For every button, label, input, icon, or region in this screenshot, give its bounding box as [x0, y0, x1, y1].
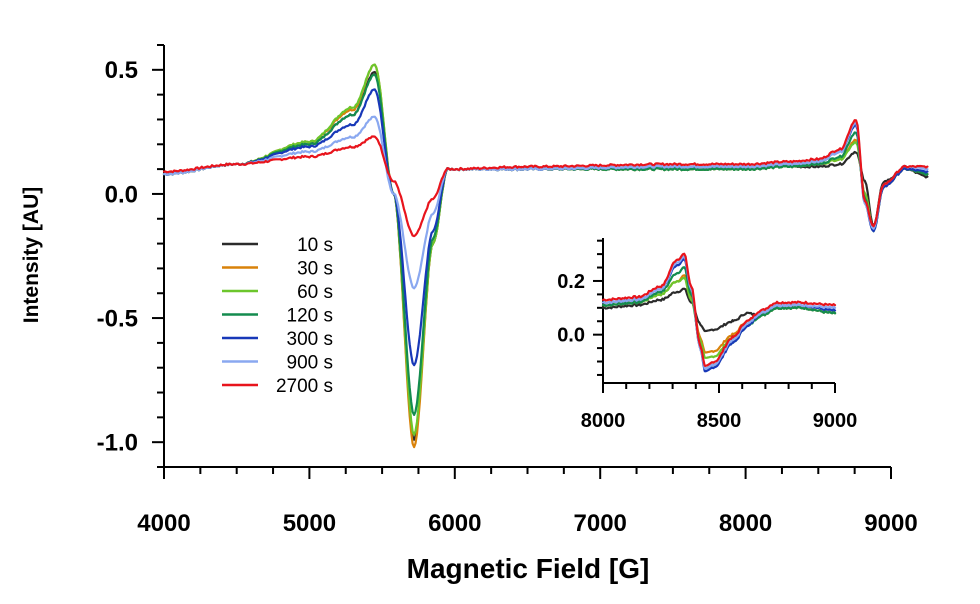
series-line-120s [162, 73, 929, 416]
x-tick-label: 7000 [574, 510, 627, 537]
y-tick-label: 0.0 [557, 325, 585, 347]
x-tick-label: 9000 [864, 510, 917, 537]
series-line-2700s [601, 252, 837, 367]
series-line-300s [162, 88, 929, 367]
x-tick-label: 5000 [283, 510, 336, 537]
legend-label: 10 s [297, 235, 333, 256]
legend-label: 300 s [287, 329, 333, 350]
x-tick-label: 4000 [137, 510, 190, 537]
legend-label: 30 s [297, 259, 333, 280]
y-tick-label: 0.2 [557, 271, 585, 293]
y-tick-label: 0.0 [105, 181, 138, 208]
x-tick-label: 8000 [581, 410, 626, 432]
series-line-10s [601, 287, 837, 333]
series-line-900s [162, 115, 929, 290]
legend-label: 120 s [287, 306, 333, 327]
legend-label: 900 s [287, 353, 333, 374]
y-axis-label: Intensity [AU] [20, 187, 43, 324]
legend-label: 60 s [297, 282, 333, 303]
series-line-60s [601, 276, 837, 359]
y-tick-label: -1.0 [97, 430, 138, 457]
y-tick-label: 0.5 [105, 57, 138, 84]
inset-plot: 8000 8500 9000 0.2 0.0 [557, 238, 857, 432]
x-tick-label: 8000 [719, 510, 772, 537]
legend-label: 2700 s [276, 376, 333, 397]
main-plot: 4000 5000 6000 7000 8000 9000 0.5 0.0 -0.5 -1.0 [97, 44, 929, 537]
series-line-30s [601, 274, 837, 354]
y-tick-label: -0.5 [97, 305, 138, 332]
series-line-900s [601, 255, 837, 370]
x-tick-label: 6000 [428, 510, 481, 537]
x-tick-label: 8500 [697, 410, 742, 432]
x-axis-label: Magnetic Field [G] [407, 553, 650, 584]
x-tick-label: 9000 [813, 410, 858, 432]
series-line-2700s [162, 119, 929, 238]
